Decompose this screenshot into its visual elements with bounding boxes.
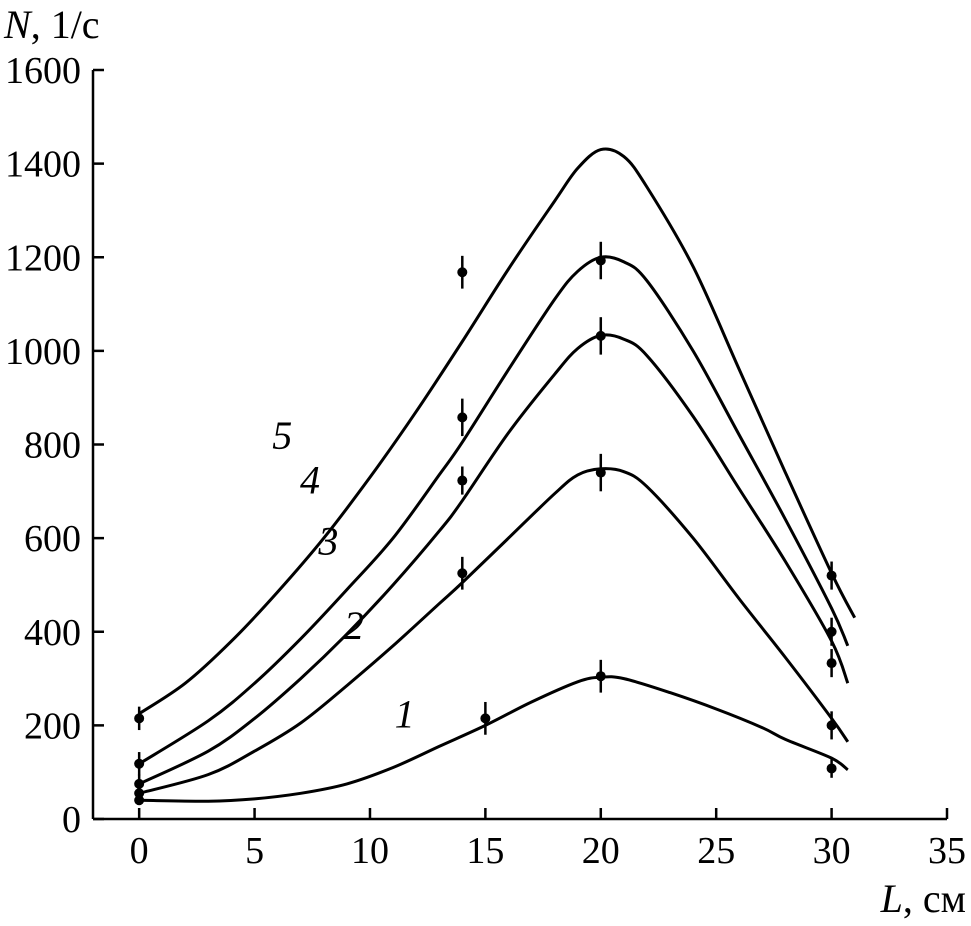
x-tick-label: 20 [582, 830, 620, 872]
y-tick-label: 1000 [5, 331, 81, 373]
series-label-1: 1 [395, 692, 415, 737]
y-tick-label: 0 [62, 799, 81, 841]
data-points [134, 241, 837, 806]
y-tick-label: 400 [24, 612, 81, 654]
series-line-5 [138, 147, 857, 715]
y-tick-label: 1600 [5, 50, 81, 92]
data-point [826, 570, 837, 581]
x-ticks: 0 5 10 15 20 25 30 35 [130, 808, 966, 872]
y-tick-label: 1200 [5, 237, 81, 279]
data-point [480, 713, 491, 724]
data-point [826, 720, 837, 731]
data-point [826, 658, 837, 669]
y-tick-label: 200 [24, 705, 81, 747]
x-axis-unit: , см [903, 876, 966, 921]
y-axis-symbol: N [3, 2, 33, 47]
series-line-3 [138, 333, 850, 786]
x-tick-label: 30 [813, 830, 851, 872]
data-point [826, 763, 837, 774]
data-point [457, 568, 468, 579]
data-point [595, 330, 606, 341]
data-point [457, 475, 468, 486]
series-line-2 [138, 467, 850, 795]
x-tick-label: 5 [245, 830, 264, 872]
y-axis-label: N, 1/с [3, 2, 100, 47]
data-point [595, 671, 606, 682]
series-line-1 [139, 675, 849, 803]
series-label-4: 4 [300, 458, 320, 503]
y-tick-label: 1400 [5, 144, 81, 186]
data-point [457, 412, 468, 423]
x-tick-label: 25 [697, 830, 735, 872]
series-label-5: 5 [272, 413, 292, 458]
y-ticks: 0 200 400 600 800 1000 1200 1400 1600 [5, 50, 104, 841]
series-labels: 123 45 [272, 413, 414, 737]
data-point [595, 255, 606, 266]
x-tick-label: 35 [928, 830, 966, 872]
x-tick-label: 15 [466, 830, 504, 872]
series-curves [138, 147, 857, 803]
x-tick-label: 10 [351, 830, 389, 872]
series-line-4 [138, 255, 850, 766]
y-tick-label: 600 [24, 518, 81, 560]
y-axis-unit: , 1/с [31, 2, 100, 47]
data-point [826, 626, 837, 637]
x-axis-symbol: L [880, 876, 903, 921]
data-point [134, 713, 145, 724]
data-point [595, 467, 606, 478]
series-label-2: 2 [344, 603, 364, 648]
series-label-3: 3 [317, 519, 338, 564]
data-point [457, 267, 468, 278]
y-tick-label: 800 [24, 425, 81, 467]
data-point [134, 758, 145, 769]
data-point [134, 795, 145, 806]
x-axis-label: L, см [880, 876, 966, 921]
data-point [134, 778, 145, 789]
x-tick-label: 0 [130, 830, 149, 872]
